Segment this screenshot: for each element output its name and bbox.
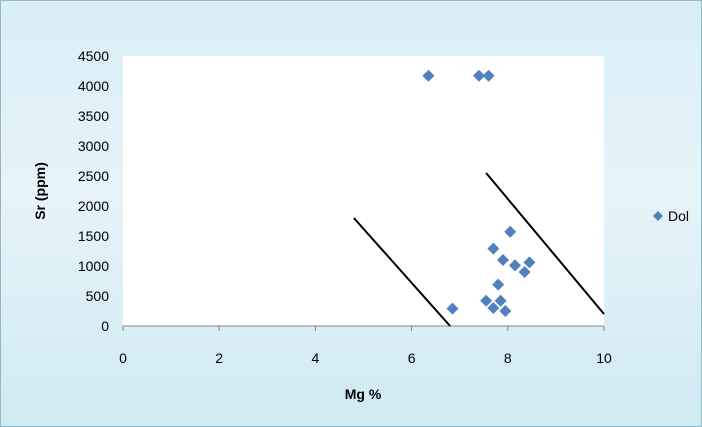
- x-axis-ticks: [122, 326, 605, 331]
- data-point: [492, 278, 505, 291]
- x-axis-tick-labels: 0 2 4 6 8 10: [119, 350, 612, 366]
- legend: Dol: [653, 208, 689, 224]
- x-tick-label: 2: [215, 350, 223, 366]
- x-tick-label: 6: [408, 350, 416, 366]
- plot-area: [123, 56, 604, 326]
- y-tick-label: 3000: [78, 138, 109, 154]
- data-points: [422, 69, 536, 317]
- data-point: [523, 256, 536, 269]
- data-point: [494, 294, 507, 307]
- data-point: [422, 69, 435, 82]
- y-tick-label: 1000: [78, 258, 109, 274]
- y-tick-label: 500: [86, 288, 110, 304]
- data-point: [499, 305, 512, 317]
- y-tick-label: 0: [101, 318, 109, 334]
- data-point: [480, 294, 493, 307]
- data-point: [504, 225, 517, 238]
- data-point: [487, 302, 500, 314]
- data-point: [482, 69, 495, 82]
- x-axis-title: Mg %: [345, 386, 382, 402]
- data-point: [487, 242, 500, 255]
- x-tick-label: 4: [312, 350, 320, 366]
- data-point: [518, 266, 531, 278]
- y-tick-label: 4000: [78, 78, 109, 94]
- y-axis-title: Sr (ppm): [32, 162, 48, 220]
- legend-label-dol: Dol: [668, 208, 689, 224]
- y-tick-label: 4500: [78, 48, 109, 64]
- y-tick-label: 1500: [78, 228, 109, 244]
- trend-line: [353, 217, 451, 327]
- legend-marker-dol: [653, 211, 663, 221]
- data-point: [472, 69, 485, 82]
- trend-line: [485, 172, 605, 315]
- data-point: [496, 254, 509, 266]
- y-tick-label: 3500: [78, 108, 109, 124]
- data-point: [446, 302, 459, 315]
- y-tick-label: 2000: [78, 198, 109, 214]
- x-tick-label: 10: [596, 350, 612, 366]
- data-point: [509, 259, 522, 272]
- x-tick-label: 0: [119, 350, 127, 366]
- x-tick-label: 8: [504, 350, 512, 366]
- annotation-lines: [353, 172, 605, 327]
- y-tick-label: 2500: [78, 168, 109, 184]
- y-axis-tick-labels: 0 500 1000 1500 2000 2500 3000 3500 4000 4500: [78, 48, 109, 334]
